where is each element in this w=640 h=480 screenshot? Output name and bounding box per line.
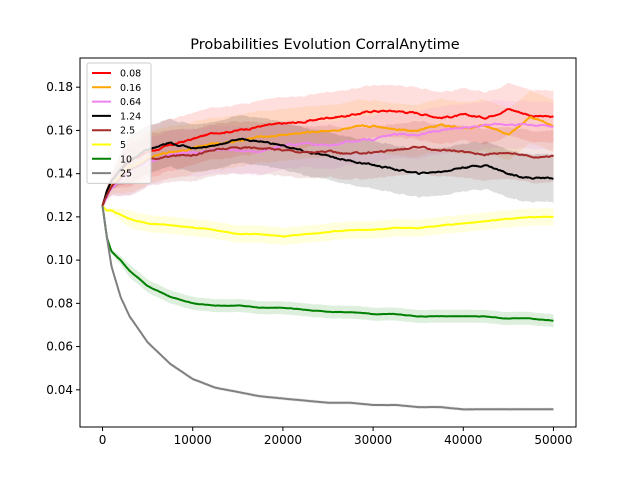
legend-label: 0.64 [120, 97, 141, 108]
legend-label: 0.16 [120, 83, 141, 94]
x-tick-label: 50000 [534, 433, 572, 447]
series-line-1.24 [101, 137, 554, 207]
series-line-5 [101, 205, 554, 238]
series-line-2.5 [101, 145, 555, 207]
x-tick-label: 30000 [354, 433, 392, 447]
series-line-0.64 [101, 122, 554, 207]
x-tick-label: 20000 [264, 433, 302, 447]
series-line-0.08 [101, 108, 554, 207]
y-tick-label: 0.16 [46, 123, 73, 137]
legend-box [86, 62, 152, 184]
chart-title: Probabilities Evolution CorralAnytime [190, 37, 460, 53]
series-lines [101, 108, 555, 411]
band-5 [102, 206, 554, 246]
legend: 0.08 0.16 0.64 1.24 2.5 5 10 25 [86, 62, 152, 184]
x-tick-label: 40000 [444, 433, 482, 447]
band-10 [102, 206, 554, 328]
x-tick-label: 10000 [174, 433, 212, 447]
confidence-bands [102, 83, 554, 412]
legend-label: 5 [120, 140, 126, 151]
y-tick-label: 0.08 [46, 296, 73, 310]
y-axis: 0.04 0.06 0.08 0.10 0.12 0.14 0.16 0.18 [46, 80, 80, 397]
legend-label: 25 [120, 169, 132, 180]
series-line-10 [101, 205, 554, 322]
legend-label: 1.24 [120, 111, 141, 122]
y-tick-label: 0.04 [46, 383, 73, 397]
band-2.5 [102, 120, 554, 207]
plot-frame [79, 57, 577, 428]
y-tick-label: 0.10 [46, 253, 73, 267]
y-tick-label: 0.18 [46, 80, 73, 94]
x-tick-label: 0 [99, 433, 107, 447]
band-0.64 [102, 99, 554, 207]
band-1.24 [102, 114, 554, 207]
band-0.08 [102, 83, 554, 207]
legend-label: 10 [120, 154, 132, 165]
legend-label: 2.5 [120, 126, 135, 137]
band-0.16 [102, 90, 554, 207]
legend-label: 0.08 [120, 69, 141, 80]
y-tick-label: 0.12 [46, 210, 73, 224]
y-tick-label: 0.06 [46, 340, 73, 354]
y-tick-label: 0.14 [46, 167, 73, 181]
series-line-25 [101, 205, 554, 411]
x-axis: 0 10000 20000 30000 40000 50000 [99, 427, 573, 447]
